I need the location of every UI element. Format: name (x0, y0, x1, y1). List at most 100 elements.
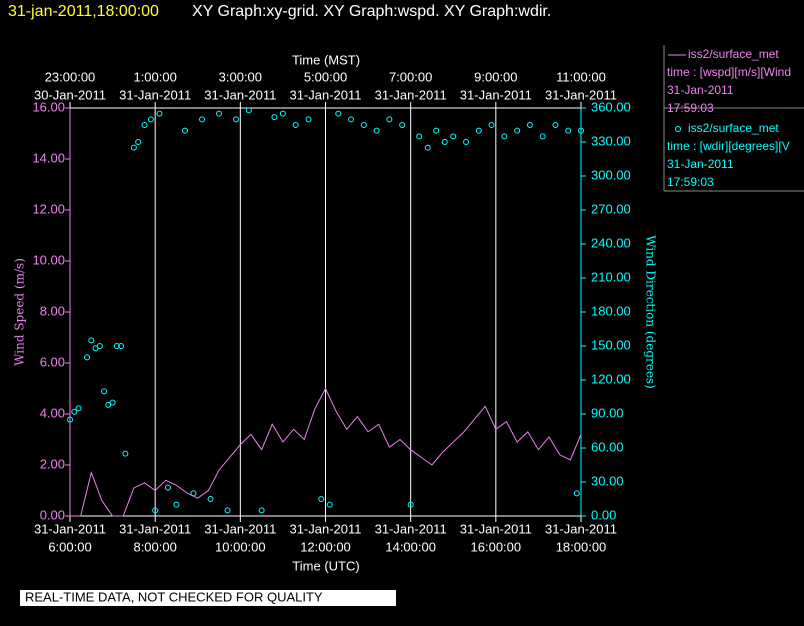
x-tick-label: 8:00:00 (133, 539, 176, 554)
wdir-point (84, 354, 91, 361)
wdir-point (88, 337, 95, 344)
wdir-point (75, 405, 82, 412)
wdir-point (207, 496, 214, 502)
y-tick-label: 16.00 (32, 99, 65, 114)
wdir-point (216, 110, 223, 117)
y2-tick-label: 120.00 (591, 371, 631, 386)
wdir-point (109, 399, 116, 406)
wdir-point (488, 122, 495, 128)
y2-axis-label: Wind Direction (degrees) (644, 235, 658, 389)
legend-name: iss2/surface_met (688, 47, 779, 61)
wdir-point (130, 144, 137, 151)
y-tick-label: 14.00 (32, 150, 65, 165)
y2-tick-label: 360.00 (591, 99, 631, 114)
wdir-point (67, 416, 73, 423)
x2-tick-date: 31-Jan-2011 (375, 87, 447, 102)
wdir-point (305, 116, 312, 123)
legend-detail: 31-Jan-2011 (667, 157, 734, 171)
wdir-point (501, 133, 508, 140)
wdir-point (433, 127, 440, 134)
footer: REAL-TIME DATA, NOT CHECKED FOR QUALITY (25, 589, 323, 604)
x-tick-date: 31-Jan-2011 (204, 521, 276, 536)
x2-tick-date: 31-Jan-2011 (119, 87, 191, 102)
y2-tick-label: 270.00 (591, 201, 631, 216)
y-tick-label: 0.00 (40, 507, 65, 522)
y-tick-label: 10.00 (32, 252, 65, 267)
legend-detail: time : [wdir][degrees][V (667, 139, 790, 153)
wdir-point (399, 122, 406, 128)
wdir-point (407, 501, 414, 508)
legend-name: iss2/surface_met (688, 121, 779, 135)
y2-tick-label: 60.00 (591, 439, 624, 454)
wdir-point (565, 127, 572, 134)
y2-tick-label: 30.00 (591, 473, 624, 488)
wdir-point (578, 127, 584, 134)
x2-tick-date: 31-Jan-2011 (545, 87, 617, 102)
wdir-point (164, 484, 171, 491)
wdir-point (258, 507, 265, 514)
x2-tick-label: 23:00:00 (45, 69, 96, 84)
y2-tick-label: 0.00 (591, 507, 616, 522)
legend-detail: 17:59:03 (667, 175, 714, 189)
wdir-point (71, 408, 78, 415)
y2-tick-label: 180.00 (591, 303, 631, 318)
y2-tick-label: 330.00 (591, 133, 631, 148)
wdir-point (118, 343, 125, 349)
x2-tick-label: 5:00:00 (304, 69, 347, 84)
wdir-point (424, 144, 431, 151)
wdir-point (271, 114, 278, 121)
wdir-point (199, 116, 206, 123)
wdir-point (360, 122, 367, 128)
y2-tick-label: 240.00 (591, 235, 631, 250)
wdir-point (441, 139, 448, 145)
wdir-point (279, 110, 286, 117)
x-tick-label: 10:00:00 (215, 539, 266, 554)
wdir-point (156, 110, 163, 117)
wdir-point (539, 133, 546, 140)
wdir-point (233, 116, 240, 123)
x-tick-date: 31-Jan-2011 (34, 521, 106, 536)
y-tick-label: 8.00 (40, 303, 65, 318)
wspd-line (70, 387, 582, 517)
x-tick-date: 31-Jan-2011 (545, 521, 617, 536)
wdir-point (152, 507, 159, 514)
legend-swatch (675, 126, 681, 132)
y2-tick-label: 300.00 (591, 167, 631, 182)
wdir-point (416, 133, 423, 140)
y-tick-label: 12.00 (32, 201, 65, 216)
wdir-point (514, 127, 521, 134)
x-tick-label: 12:00:00 (300, 539, 351, 554)
wdir-point (122, 450, 129, 457)
wdir-point (141, 122, 148, 128)
wdir-point (573, 490, 580, 497)
wdir-point (181, 127, 188, 134)
wdir-point (475, 127, 482, 134)
x2-tick-label: 11:00:00 (556, 69, 606, 84)
wdir-point (526, 122, 533, 128)
x2-tick-date: 30-Jan-2011 (34, 87, 106, 102)
x-tick-date: 31-Jan-2011 (460, 521, 532, 536)
wdir-point (147, 116, 154, 123)
footer-box (20, 590, 396, 606)
wdir-point (450, 133, 457, 140)
x2-tick-label: 9:00:00 (474, 69, 517, 84)
wdir-point (552, 122, 559, 128)
wdir-point (135, 139, 142, 145)
wdir-point (463, 139, 470, 145)
x2-tick-date: 31-Jan-2011 (460, 87, 532, 102)
x2-axis-label: Time (MST) (292, 52, 360, 67)
x2-tick-label: 3:00:00 (219, 69, 262, 84)
legend-detail: 17:59:03 (667, 101, 714, 115)
wdir-point (292, 122, 299, 128)
wdir-point (173, 501, 180, 508)
x-tick-label: 18:00:00 (556, 539, 607, 554)
x2-tick-label: 1:00:00 (133, 69, 176, 84)
wdir-point (224, 507, 231, 514)
wdir-point (373, 127, 380, 134)
x-tick-label: 14:00:00 (385, 539, 436, 554)
wdir-point (245, 107, 252, 114)
wdir-point (326, 501, 333, 508)
header: 31-jan-2011,18:00:00 (8, 3, 159, 20)
